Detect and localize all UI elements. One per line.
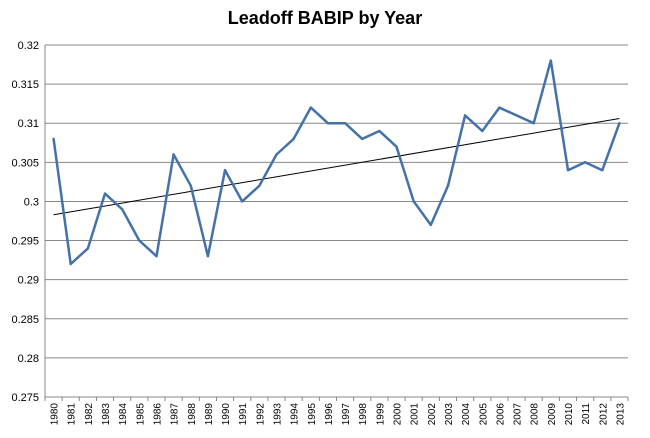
data-point	[412, 200, 415, 203]
x-tick-label: 1992	[255, 403, 266, 426]
x-tick-label: 1984	[118, 403, 129, 426]
data-point	[618, 122, 621, 125]
x-tick-label: 1990	[221, 403, 232, 426]
data-point	[189, 184, 192, 187]
data-point	[583, 161, 587, 164]
x-tick-label: 1991	[238, 403, 249, 426]
y-tick-label: 0.29	[18, 275, 39, 287]
x-tick-label: 2000	[393, 403, 404, 426]
y-tick-label: 0.32	[18, 40, 39, 52]
x-tick-label: 1994	[290, 403, 301, 426]
x-tick-label: 2010	[564, 403, 575, 426]
x-tick-label: 1985	[135, 403, 146, 426]
y-tick-labels: 0.32 0.315 0.31 0.305 0.3 0.295 0.29 0.285 0.28 0…	[11, 40, 39, 404]
x-tick-label: 2009	[547, 403, 558, 426]
axes	[44, 45, 629, 401]
data-point	[275, 153, 278, 156]
x-tick-label: 1995	[307, 403, 318, 426]
x-tick-label: 1988	[187, 403, 198, 426]
x-tick-labels: 1980 1981 1982 1983 1984 1985 1986 1987 1988 1989…	[50, 403, 627, 426]
x-tick-label: 1983	[101, 403, 112, 426]
data-point	[532, 122, 535, 125]
data-point	[258, 184, 261, 187]
data-point	[429, 223, 433, 227]
x-tick-label: 1998	[358, 403, 369, 426]
data-point	[498, 106, 501, 109]
data-point	[309, 106, 312, 109]
x-tick-label: 2003	[444, 403, 455, 426]
y-tick-label: 0.31	[18, 118, 39, 130]
data-point	[138, 239, 141, 242]
data-point	[172, 153, 175, 156]
data-point	[240, 200, 244, 203]
y-tick-label: 0.305	[11, 157, 39, 169]
chart-title: Leadoff BABIP by Year	[227, 8, 423, 28]
y-tick-label: 0.275	[11, 392, 39, 404]
data-point	[326, 122, 330, 125]
x-tick-label: 2013	[615, 403, 626, 426]
y-tick-label: 0.295	[11, 236, 39, 248]
data-point	[52, 137, 55, 141]
data-point	[481, 129, 484, 133]
x-tick-label: 1987	[170, 403, 181, 426]
series-line	[52, 59, 621, 266]
x-tick-label: 2011	[581, 403, 592, 425]
x-tick-label: 1996	[324, 403, 335, 426]
data-point	[343, 122, 347, 125]
x-tick-label: 1980	[50, 403, 61, 426]
y-tick-label: 0.285	[11, 314, 39, 326]
x-tick-label: 1993	[272, 403, 283, 426]
x-tick-label: 2006	[495, 403, 506, 426]
y-tick-label: 0.315	[11, 79, 39, 91]
data-point	[601, 168, 604, 172]
y-tick-label: 0.28	[18, 353, 39, 365]
series-layer	[52, 59, 621, 266]
trendline-layer	[53, 118, 620, 216]
x-tick-label: 2012	[598, 403, 609, 426]
x-tick-label: 1989	[204, 403, 215, 426]
x-tick-label: 2008	[530, 403, 541, 426]
data-point	[292, 137, 295, 141]
x-tick-label: 2004	[461, 403, 472, 426]
x-tick-label: 2005	[478, 403, 489, 426]
data-point	[463, 114, 467, 117]
data-point	[69, 262, 72, 266]
data-point	[446, 184, 450, 187]
x-tick-label: 1997	[341, 403, 352, 426]
trendline	[53, 118, 620, 216]
y-tick-label: 0.3	[24, 196, 39, 208]
data-point	[86, 247, 90, 250]
data-point	[155, 255, 158, 258]
data-point	[206, 255, 210, 258]
x-tick-label: 1981	[67, 403, 78, 426]
data-point	[566, 168, 570, 172]
data-point	[361, 137, 364, 141]
x-tick-label: 1982	[84, 403, 95, 426]
x-tick-label: 2007	[513, 403, 524, 426]
x-tick-label: 1986	[152, 403, 163, 426]
data-point	[515, 114, 518, 117]
data-point	[223, 168, 227, 172]
x-tick-label: 2001	[410, 403, 421, 426]
data-point	[120, 208, 124, 211]
data-point	[549, 59, 553, 62]
data-point	[378, 129, 381, 133]
x-tick-label: 1999	[375, 403, 386, 426]
data-point	[103, 192, 107, 195]
data-point	[395, 145, 398, 148]
x-tick-label: 2002	[427, 403, 438, 426]
